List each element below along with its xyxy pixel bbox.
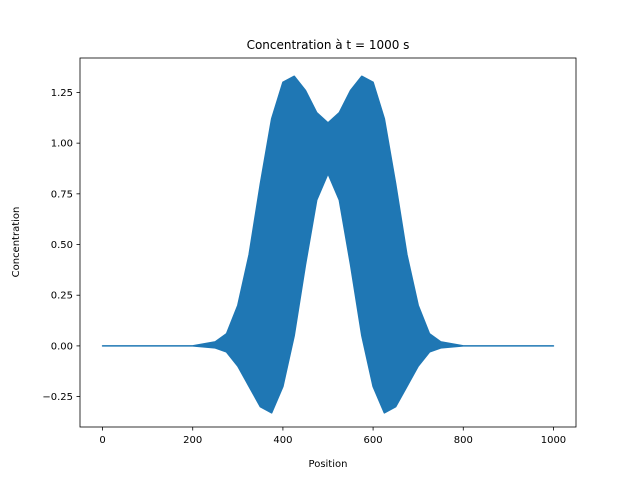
y-tick-label: 0.25 (51, 291, 73, 302)
x-axis-ticks: 0 200 400 600 800 1000 (99, 427, 566, 446)
y-tick-label: 1.25 (51, 88, 73, 99)
x-tick-label: 0 (99, 435, 105, 446)
y-axis-label: Concentration (11, 207, 22, 278)
data-layer (101, 75, 555, 414)
x-tick-label: 200 (183, 435, 202, 446)
x-tick-label: 800 (454, 435, 473, 446)
plot-area (80, 58, 576, 427)
concentration-envelope-0 (101, 75, 555, 414)
x-axis-label: Position (309, 459, 348, 470)
y-tick-label: 0.00 (51, 341, 73, 352)
y-axis-ticks: −0.25 0.00 0.25 0.50 0.75 1.00 1.25 (42, 88, 80, 403)
y-tick-label: 0.75 (51, 189, 73, 200)
y-tick-label: 1.00 (51, 139, 73, 150)
y-tick-label: −0.25 (42, 392, 73, 403)
x-tick-label: 1000 (541, 435, 566, 446)
x-tick-label: 400 (273, 435, 292, 446)
x-tick-label: 600 (364, 435, 383, 446)
y-tick-label: 0.50 (51, 240, 73, 251)
plot-frame (79, 57, 577, 428)
chart-title: Concentration à t = 1000 s (247, 38, 410, 52)
